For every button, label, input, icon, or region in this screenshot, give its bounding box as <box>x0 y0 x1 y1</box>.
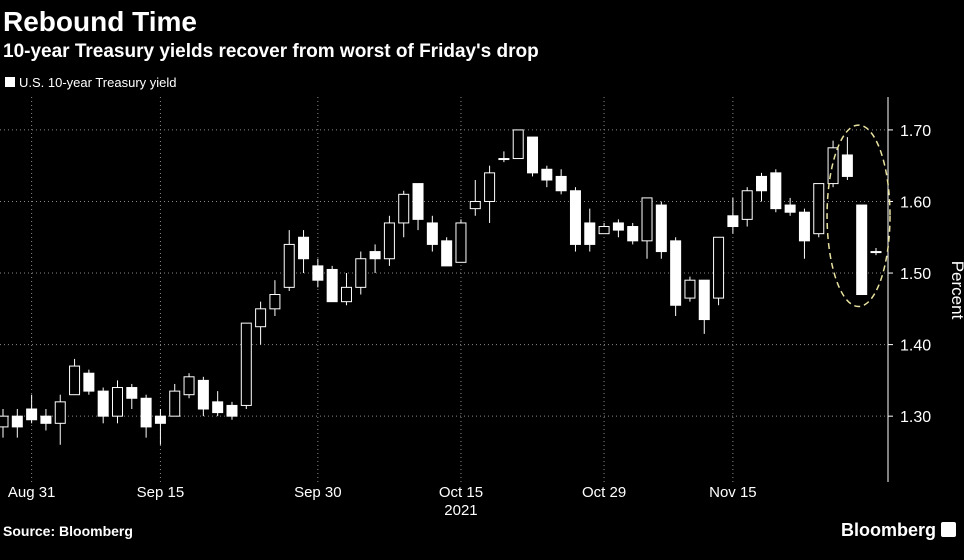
x-tick-label: Nov 15 <box>709 484 757 501</box>
brand: Bloomberg <box>841 520 936 540</box>
candle-body <box>283 243 295 288</box>
candle-body <box>584 222 596 245</box>
candle-body <box>527 136 539 174</box>
candle-body <box>756 175 768 192</box>
candle-body <box>598 226 610 235</box>
candle-body <box>684 279 696 299</box>
candle-body <box>469 200 481 210</box>
x-tick-label: Sep 30 <box>294 484 342 501</box>
x-tick-label: Oct 29 <box>582 484 626 501</box>
candle-body <box>727 215 739 228</box>
y-tick-label: 1.60 <box>900 194 931 211</box>
x-axis-label: 2021 <box>444 502 477 519</box>
candle-body <box>369 251 381 260</box>
candle-body <box>83 372 95 392</box>
candle-body <box>770 172 782 210</box>
source: Source: Bloomberg <box>3 523 133 539</box>
candle-body <box>183 376 195 396</box>
x-tick-label: Oct 15 <box>439 484 483 501</box>
candle-body <box>54 401 66 424</box>
candle-body <box>326 268 338 303</box>
candle-body <box>412 183 424 220</box>
candle-body <box>126 387 138 399</box>
candle-body <box>670 240 682 306</box>
candle-body <box>798 211 810 242</box>
legend-swatch <box>5 77 15 87</box>
x-tick-label: Sep 15 <box>137 484 185 501</box>
candle-body <box>784 204 796 213</box>
candle-body <box>541 168 553 181</box>
candle-body <box>212 401 224 414</box>
candle-body <box>813 183 825 235</box>
candle-body <box>841 154 853 177</box>
candle-body <box>340 286 352 303</box>
candle-body <box>569 190 581 245</box>
candle-body <box>11 415 23 428</box>
candle-body <box>226 404 238 417</box>
candle-body <box>197 379 209 410</box>
chart-subtitle: 10-year Treasury yields recover from wor… <box>3 41 539 62</box>
candle-body <box>140 397 152 428</box>
candle-body <box>655 204 667 253</box>
candle-body <box>154 415 166 424</box>
candle-body <box>383 222 395 260</box>
candle-body <box>856 204 868 296</box>
y-axis-label: Percent <box>948 261 964 320</box>
candle-body <box>870 251 882 254</box>
candle-body <box>498 158 510 161</box>
candle-body <box>398 193 410 224</box>
candle-body <box>26 408 38 421</box>
candle-body <box>555 175 567 192</box>
candle-body <box>441 240 453 267</box>
candle-body <box>97 390 109 417</box>
candle-body <box>40 415 52 424</box>
candle-body <box>312 265 324 281</box>
candle-body <box>741 190 753 220</box>
candle-body <box>355 258 367 288</box>
candle-body <box>0 415 9 428</box>
candle-body <box>641 197 653 242</box>
x-tick-label: Aug 31 <box>8 484 56 501</box>
candle-body <box>298 236 310 260</box>
y-tick-label: 1.70 <box>900 123 931 140</box>
y-tick-label: 1.40 <box>900 338 931 355</box>
candle-body <box>455 222 467 263</box>
candle-body <box>426 222 438 245</box>
brand-icon <box>941 522 956 537</box>
candle-body <box>111 387 123 417</box>
candle-body <box>698 279 710 321</box>
candle-body <box>240 322 252 406</box>
y-tick-label: 1.30 <box>900 409 931 426</box>
candle-body <box>627 226 639 242</box>
candle-body <box>255 308 267 328</box>
annotation-ellipse <box>826 124 891 308</box>
chart-title: Rebound Time <box>3 6 197 37</box>
candle-body <box>169 390 181 417</box>
candle-body <box>512 129 524 160</box>
candle-body <box>713 236 725 299</box>
candle-body <box>269 294 281 310</box>
candle-body <box>484 172 496 202</box>
candle-body <box>612 222 624 231</box>
legend-label: U.S. 10-year Treasury yield <box>19 75 177 90</box>
candle-body <box>69 365 81 396</box>
y-tick-label: 1.50 <box>900 266 931 283</box>
